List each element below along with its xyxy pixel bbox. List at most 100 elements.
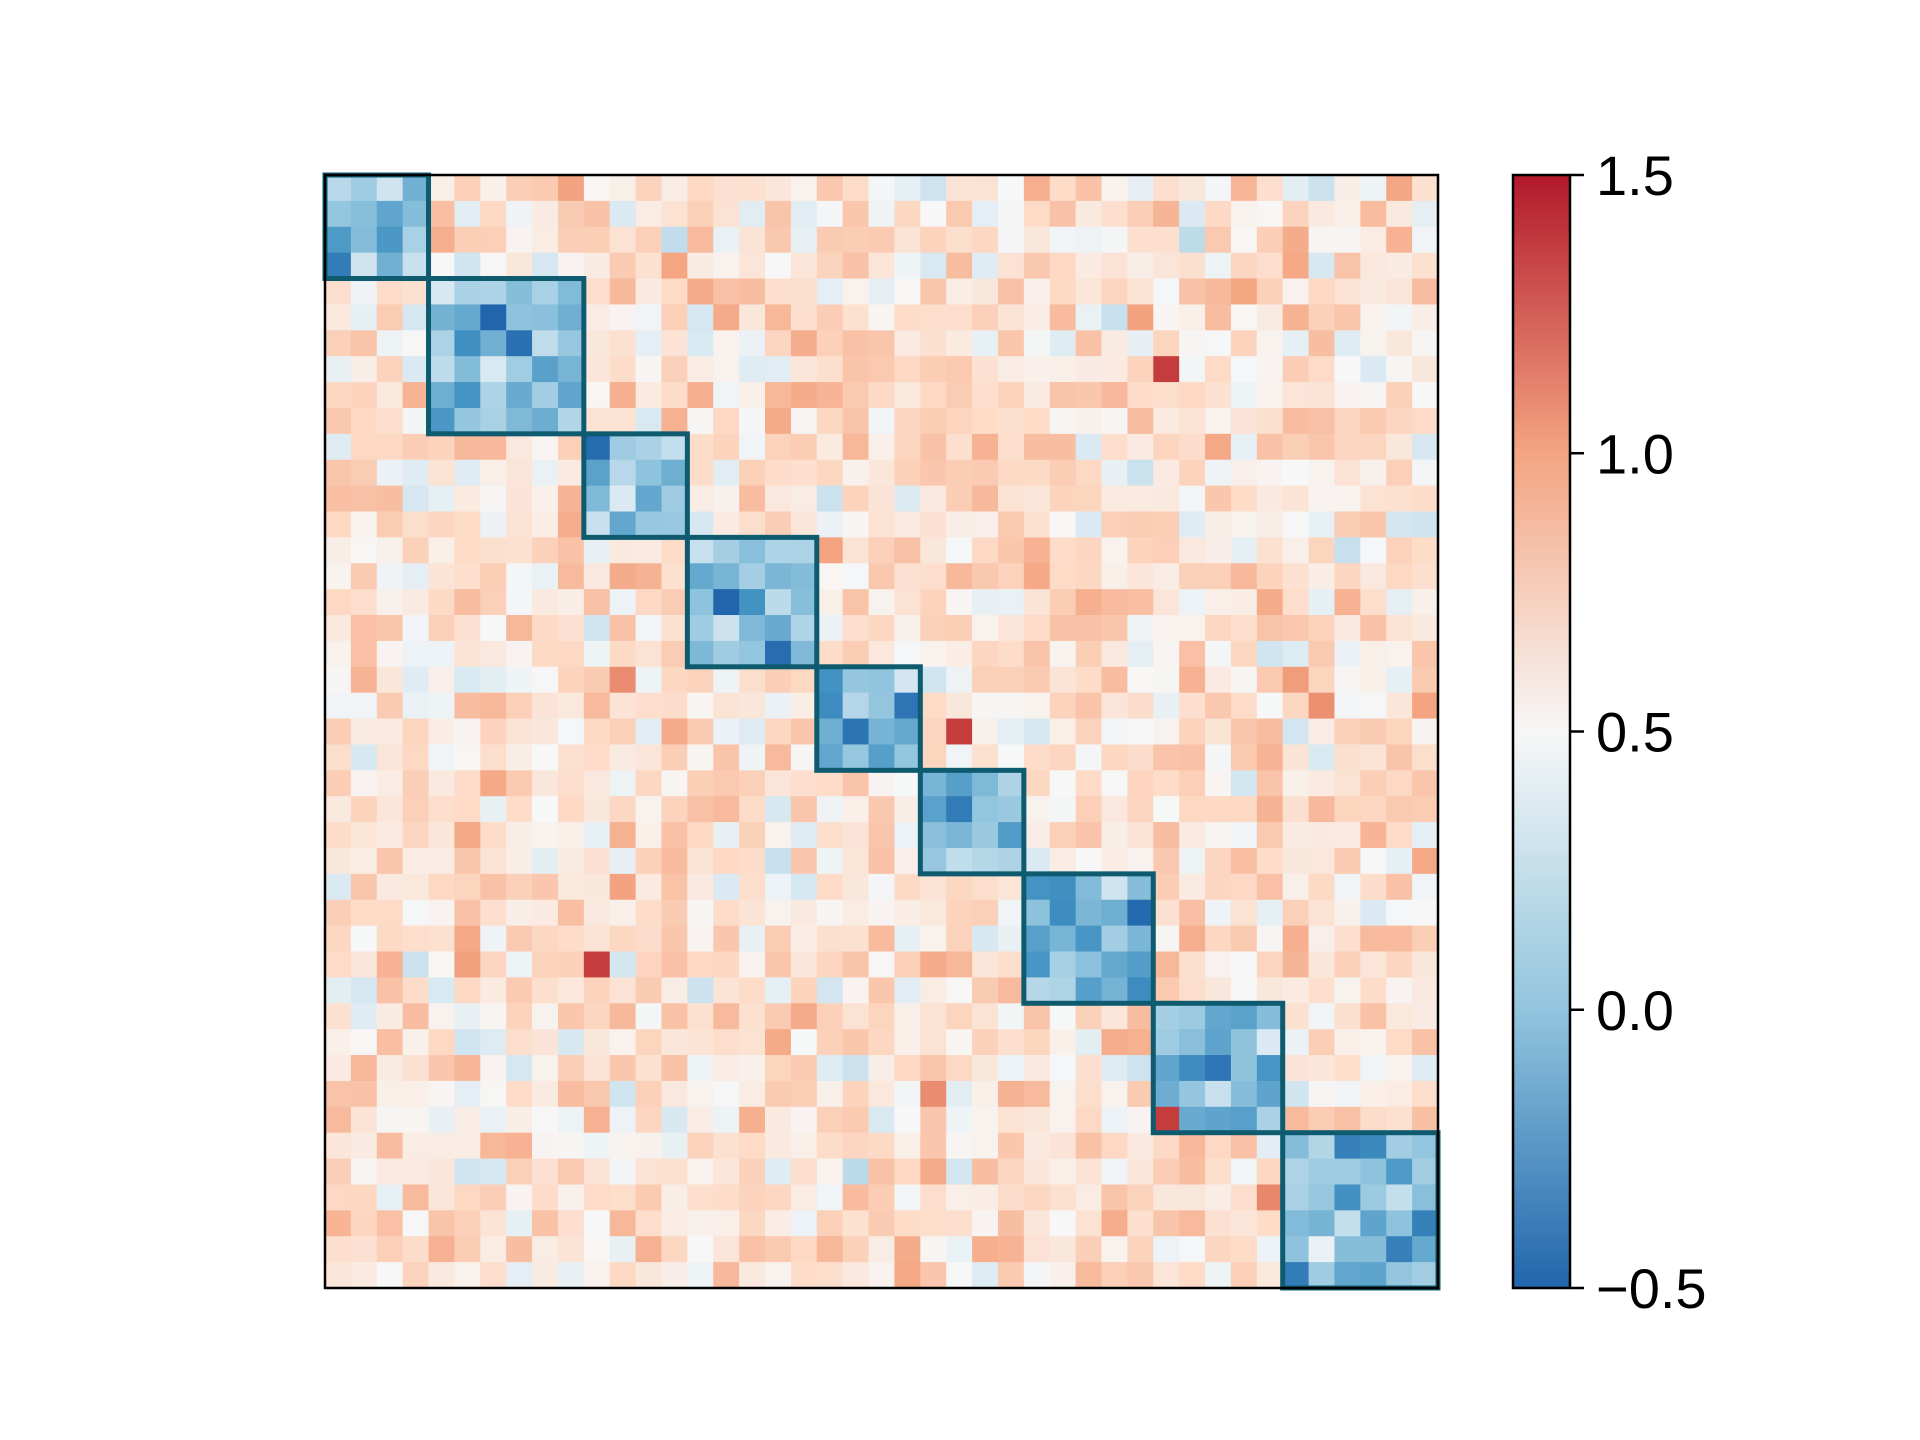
heatmap-cell bbox=[1386, 1132, 1413, 1160]
heatmap-cell bbox=[1386, 899, 1413, 927]
heatmap-cell bbox=[1075, 640, 1103, 668]
heatmap-cell bbox=[687, 1055, 714, 1082]
heatmap-cell bbox=[1282, 1236, 1310, 1263]
heatmap-cell bbox=[506, 744, 533, 771]
heatmap-cell bbox=[868, 278, 896, 306]
heatmap-cell bbox=[635, 1106, 663, 1134]
heatmap-cell bbox=[635, 589, 663, 616]
heatmap-cell bbox=[557, 899, 585, 927]
heatmap-cell bbox=[609, 977, 637, 1004]
heatmap-cell bbox=[1360, 200, 1387, 228]
heatmap-cell bbox=[1256, 1262, 1284, 1289]
heatmap-cell bbox=[946, 666, 973, 694]
heatmap-cell bbox=[790, 563, 818, 590]
heatmap-cell bbox=[842, 640, 870, 668]
heatmap-cell bbox=[402, 1080, 430, 1108]
heatmap-cell bbox=[946, 407, 973, 435]
heatmap-cell bbox=[376, 200, 404, 228]
heatmap-cell bbox=[894, 1003, 921, 1030]
heatmap-cell bbox=[557, 822, 585, 849]
heatmap-cell bbox=[506, 692, 533, 720]
heatmap-cell bbox=[1256, 1080, 1284, 1108]
heatmap-cell bbox=[1308, 175, 1336, 202]
heatmap-cell bbox=[1386, 1080, 1413, 1108]
heatmap-cell bbox=[1282, 822, 1310, 849]
heatmap-cell bbox=[376, 1003, 404, 1030]
heatmap-cell bbox=[583, 1055, 611, 1082]
heatmap-cell bbox=[480, 1184, 507, 1211]
heatmap-cell bbox=[325, 1262, 352, 1289]
heatmap-cell bbox=[1282, 459, 1310, 487]
heatmap-cell bbox=[1127, 718, 1154, 746]
heatmap-cell bbox=[609, 899, 637, 927]
heatmap-cell bbox=[1023, 1158, 1051, 1186]
heatmap-cell bbox=[428, 1080, 456, 1108]
heatmap-cell bbox=[1412, 615, 1439, 642]
heatmap-cell bbox=[1153, 1029, 1180, 1056]
heatmap-cell bbox=[376, 278, 404, 306]
heatmap-cell bbox=[687, 615, 714, 642]
heatmap-cell bbox=[1205, 666, 1232, 694]
heatmap-cell bbox=[402, 1055, 430, 1082]
heatmap-cell bbox=[402, 1132, 430, 1160]
heatmap-cell bbox=[609, 200, 637, 228]
heatmap-cell bbox=[635, 278, 663, 306]
heatmap-cell bbox=[946, 382, 973, 409]
heatmap-cell bbox=[532, 589, 559, 616]
heatmap-cell bbox=[532, 977, 559, 1004]
heatmap-cell bbox=[1205, 382, 1232, 409]
heatmap-cell bbox=[972, 1184, 999, 1211]
heatmap-cell bbox=[428, 1055, 456, 1082]
heatmap-cell bbox=[1256, 951, 1284, 978]
heatmap-cell bbox=[816, 977, 844, 1004]
heatmap-cell bbox=[687, 1184, 714, 1211]
heatmap-cell bbox=[1256, 537, 1284, 564]
heatmap-cell bbox=[816, 899, 844, 927]
heatmap-cell bbox=[1360, 278, 1387, 306]
heatmap-cell bbox=[661, 1055, 688, 1082]
heatmap-cell bbox=[532, 304, 559, 331]
heatmap-cell bbox=[1360, 1262, 1387, 1289]
heatmap-cell bbox=[1153, 1003, 1180, 1030]
heatmap-cell bbox=[1282, 1132, 1310, 1160]
heatmap-cell bbox=[765, 433, 792, 461]
heatmap-cell bbox=[1334, 1158, 1361, 1186]
heatmap-cell bbox=[1101, 175, 1128, 202]
heatmap-cell bbox=[790, 589, 818, 616]
heatmap-cell bbox=[454, 899, 481, 927]
heatmap-cell bbox=[1075, 666, 1103, 694]
heatmap-cell bbox=[557, 1184, 585, 1211]
heatmap-cell bbox=[1230, 951, 1258, 978]
heatmap-cell bbox=[350, 563, 378, 590]
heatmap-cell bbox=[1049, 433, 1077, 461]
heatmap-cell bbox=[1412, 304, 1439, 331]
heatmap-cell bbox=[842, 407, 870, 435]
heatmap-cell bbox=[376, 666, 404, 694]
heatmap-cell bbox=[997, 200, 1025, 228]
heatmap-cell bbox=[997, 537, 1025, 564]
heatmap-cell bbox=[1308, 252, 1336, 280]
heatmap-cell bbox=[635, 1003, 663, 1030]
heatmap-cell bbox=[972, 563, 999, 590]
heatmap-cell bbox=[1127, 873, 1154, 901]
heatmap-cell bbox=[1205, 511, 1232, 538]
heatmap-cell bbox=[376, 226, 404, 254]
heatmap-cell bbox=[1230, 433, 1258, 461]
heatmap-cell bbox=[790, 847, 818, 875]
heatmap-cell bbox=[1205, 563, 1232, 590]
heatmap-cell bbox=[1049, 1210, 1077, 1237]
heatmap-cell bbox=[454, 356, 481, 383]
heatmap-cell bbox=[972, 977, 999, 1004]
heatmap-cell bbox=[1127, 589, 1154, 616]
heatmap-cell bbox=[868, 459, 896, 487]
heatmap-cell bbox=[376, 1184, 404, 1211]
heatmap-cell bbox=[376, 1210, 404, 1237]
heatmap-cell bbox=[480, 744, 507, 771]
heatmap-cell bbox=[997, 485, 1025, 513]
heatmap-cell bbox=[739, 822, 766, 849]
heatmap-cell bbox=[1230, 796, 1258, 823]
heatmap-cell bbox=[920, 459, 947, 487]
heatmap-cell bbox=[1101, 200, 1128, 228]
heatmap-cell bbox=[713, 1080, 740, 1108]
heatmap-cell bbox=[454, 1210, 481, 1237]
